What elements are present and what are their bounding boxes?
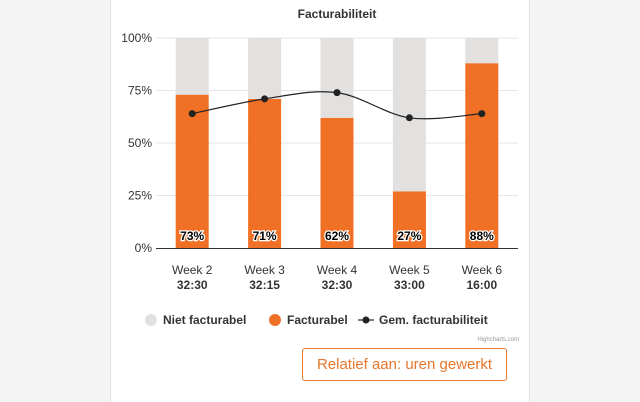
data-label: 27% [397, 229, 421, 243]
y-tick-label: 25% [128, 189, 152, 203]
bar-facturabel [465, 63, 499, 248]
x-tick-sublabel: 33:00 [394, 278, 425, 292]
x-tick-sublabel: 16:00 [466, 278, 497, 292]
y-tick-label: 100% [121, 31, 152, 45]
chart-card: Facturabiliteit 0% 25% 50% 75% 100% 73% 71% 62% 2… [110, 0, 530, 402]
bar-facturabel [248, 98, 282, 249]
x-tick-label: Week 3 [244, 263, 285, 277]
line-point [188, 110, 196, 118]
y-tick-label: 50% [128, 136, 152, 150]
x-tick-label: Week 4 [317, 263, 358, 277]
line-point [478, 110, 486, 118]
bar-niet-facturabel [465, 38, 499, 64]
data-label: 71% [253, 229, 277, 243]
facturabiliteit-chart: Facturabiliteit 0% 25% 50% 75% 100% 73% 71% 62% 2… [121, 7, 518, 327]
line-point [405, 114, 413, 122]
bar-niet-facturabel [320, 38, 354, 118]
bar-niet-facturabel [175, 38, 209, 95]
bar-niet-facturabel [248, 38, 282, 99]
x-tick-sublabel: 32:30 [322, 278, 353, 292]
bar-facturabel [320, 117, 354, 248]
x-tick-label: Week 2 [172, 263, 213, 277]
credits-label[interactable]: Highcharts.com [477, 337, 519, 343]
legend-item-label: Facturabel [287, 313, 348, 327]
legend-item-label: Niet facturabel [163, 313, 246, 327]
x-tick-label: Week 6 [462, 263, 503, 277]
data-label: 62% [325, 229, 349, 243]
line-point [261, 95, 269, 103]
y-tick-label: 0% [135, 241, 153, 255]
bar-facturabel [392, 191, 426, 248]
x-tick-label: Week 5 [389, 263, 430, 277]
bar-facturabel [175, 94, 209, 248]
x-tick-sublabel: 32:30 [177, 278, 208, 292]
legend-item-label: Gem. facturabiliteit [379, 313, 488, 327]
y-tick-label: 75% [128, 84, 152, 98]
chart-title: Facturabiliteit [298, 7, 377, 21]
legend-symbol [145, 314, 157, 326]
relative-to-hours-button[interactable]: Relatief aan: uren gewerkt [302, 348, 507, 381]
data-label: 73% [180, 229, 204, 243]
line-point [333, 89, 341, 97]
x-tick-sublabel: 32:15 [249, 278, 280, 292]
data-label: 88% [470, 229, 494, 243]
legend-symbol [269, 314, 281, 326]
legend-line-marker [362, 316, 370, 324]
